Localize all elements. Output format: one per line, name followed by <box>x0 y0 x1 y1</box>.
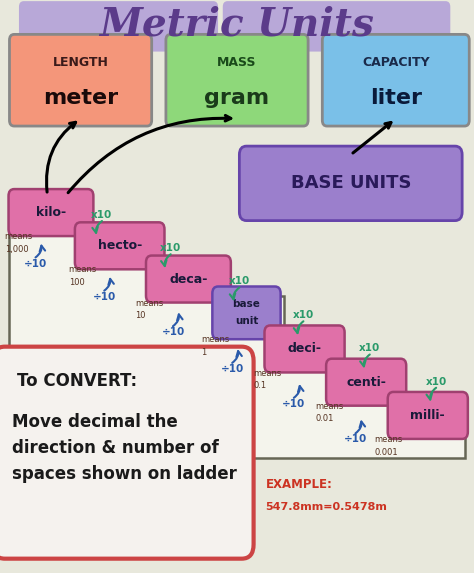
FancyBboxPatch shape <box>19 1 218 52</box>
Text: means: means <box>5 232 33 241</box>
Text: 0.1: 0.1 <box>254 381 267 390</box>
Text: means: means <box>135 299 164 308</box>
Text: x10: x10 <box>229 276 250 286</box>
FancyBboxPatch shape <box>388 392 468 439</box>
Text: x10: x10 <box>160 243 181 253</box>
Text: Metric Units: Metric Units <box>100 6 374 44</box>
Text: 100: 100 <box>69 278 84 287</box>
Text: 0.001: 0.001 <box>374 448 398 457</box>
Text: means: means <box>315 402 344 411</box>
Text: deca-: deca- <box>169 273 208 285</box>
Text: 10: 10 <box>135 311 146 320</box>
FancyBboxPatch shape <box>223 1 450 52</box>
Text: To CONVERT:: To CONVERT: <box>17 372 137 390</box>
Text: ÷10: ÷10 <box>161 327 185 337</box>
FancyBboxPatch shape <box>322 34 469 126</box>
Text: hecto-: hecto- <box>98 240 142 252</box>
Text: unit: unit <box>235 316 258 327</box>
Text: ÷10: ÷10 <box>344 434 367 445</box>
FancyBboxPatch shape <box>166 34 308 126</box>
FancyBboxPatch shape <box>0 347 254 559</box>
Text: means: means <box>201 335 230 344</box>
Text: EXAMPLE:: EXAMPLE: <box>265 478 332 490</box>
FancyBboxPatch shape <box>9 34 152 126</box>
Text: x10: x10 <box>91 210 112 220</box>
FancyBboxPatch shape <box>9 189 93 236</box>
Text: ÷10: ÷10 <box>282 399 306 409</box>
Text: CAPACITY: CAPACITY <box>362 56 429 69</box>
Text: gram: gram <box>204 88 270 108</box>
Text: x10: x10 <box>359 343 380 354</box>
Text: ÷10: ÷10 <box>92 292 116 302</box>
Text: 1: 1 <box>201 348 207 357</box>
Text: liter: liter <box>370 88 422 108</box>
Text: means: means <box>254 368 282 378</box>
Text: base: base <box>233 299 260 309</box>
Text: MASS: MASS <box>217 56 257 69</box>
Text: BASE UNITS: BASE UNITS <box>291 174 411 193</box>
FancyBboxPatch shape <box>212 286 281 339</box>
FancyBboxPatch shape <box>146 256 231 303</box>
Text: 1,000: 1,000 <box>5 245 28 254</box>
Text: Move decimal the
direction & number of
spaces shown on ladder: Move decimal the direction & number of s… <box>12 413 237 484</box>
Text: deci-: deci- <box>288 343 321 355</box>
Text: 547.8mm=0.5478m: 547.8mm=0.5478m <box>265 502 387 512</box>
Text: x10: x10 <box>293 310 314 320</box>
Text: LENGTH: LENGTH <box>53 56 109 69</box>
Text: x10: x10 <box>426 376 447 387</box>
Text: 0.01: 0.01 <box>315 414 334 423</box>
Text: kilo-: kilo- <box>36 206 66 219</box>
FancyBboxPatch shape <box>239 146 462 221</box>
Text: milli-: milli- <box>410 409 445 422</box>
Text: means: means <box>69 265 97 274</box>
FancyBboxPatch shape <box>264 325 345 372</box>
Text: means: means <box>374 435 403 444</box>
FancyBboxPatch shape <box>75 222 164 269</box>
Text: meter: meter <box>43 88 118 108</box>
Text: ÷10: ÷10 <box>220 364 244 374</box>
FancyBboxPatch shape <box>326 359 406 406</box>
Polygon shape <box>9 195 465 458</box>
Text: ÷10: ÷10 <box>24 258 47 269</box>
Text: centi-: centi- <box>346 376 386 388</box>
